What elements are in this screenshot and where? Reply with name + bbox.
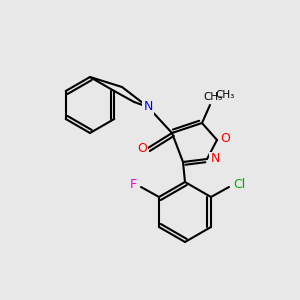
- Text: N: N: [143, 100, 153, 113]
- Text: F: F: [130, 178, 136, 191]
- Text: CH₃: CH₃: [203, 92, 223, 102]
- Text: Cl: Cl: [233, 178, 245, 191]
- Text: O: O: [137, 142, 147, 154]
- Text: CH₃: CH₃: [215, 90, 234, 100]
- Text: O: O: [220, 131, 230, 145]
- Text: N: N: [210, 152, 220, 166]
